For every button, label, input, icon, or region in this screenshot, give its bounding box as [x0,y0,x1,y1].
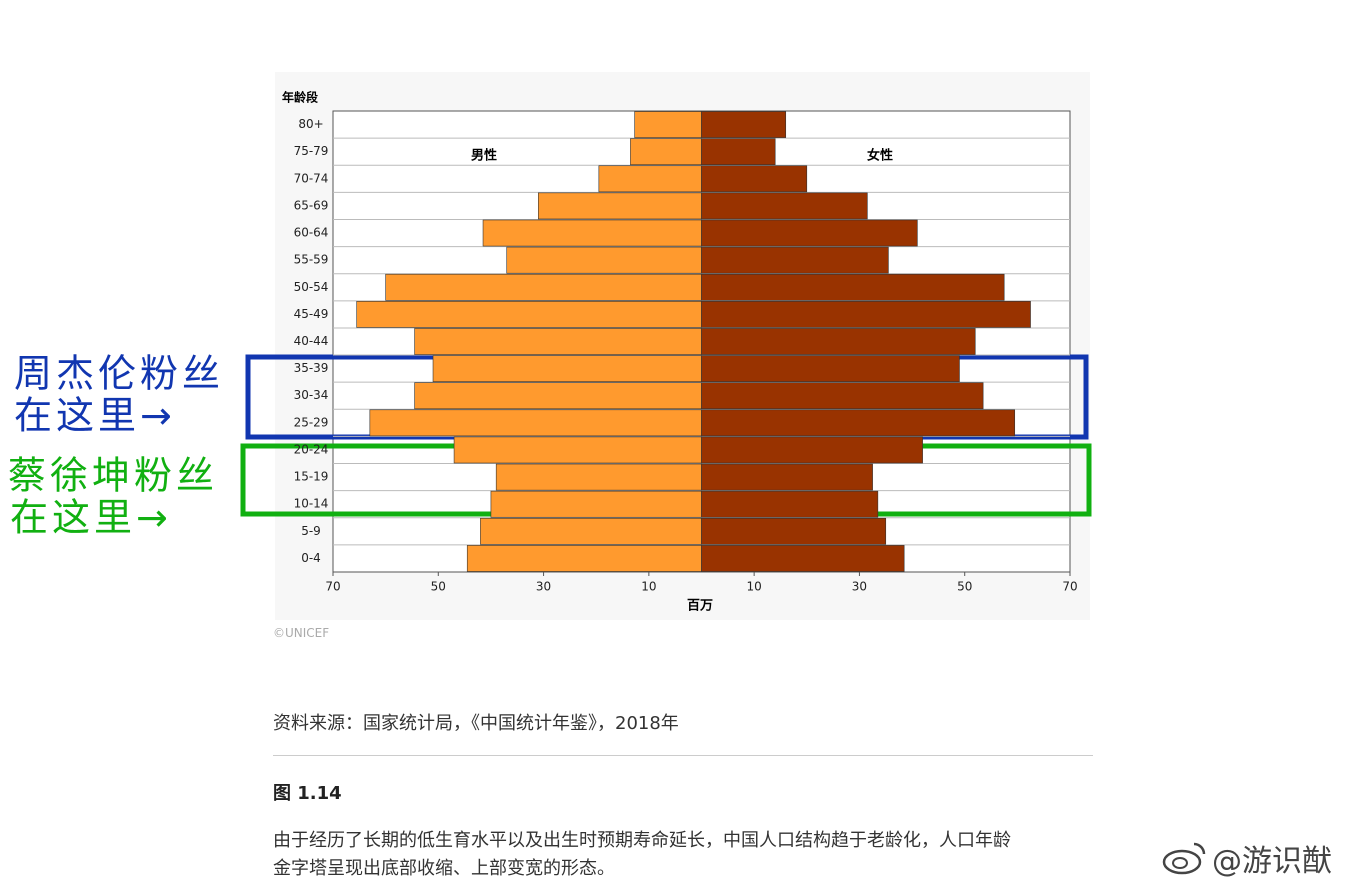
bar [701,219,918,247]
y-tick-label: 10-14 [294,497,329,511]
y-tick-label: 75-79 [294,144,329,158]
y-tick-label: 15-19 [294,470,329,484]
y-tick-label: 0-4 [301,551,321,565]
y-tick-label: 45-49 [294,307,329,321]
bar [701,273,1005,301]
bar [701,463,873,491]
bar [369,409,702,437]
bar [701,111,787,138]
y-tick-label: 40-44 [294,334,329,348]
series-label: 女性 [867,148,893,164]
y-tick-label: 35-39 [294,361,329,375]
divider [273,755,1093,756]
y-tick-label: 5-9 [301,524,321,538]
bar [634,111,702,138]
y-tick-label: 60-64 [294,226,329,240]
bar [495,463,702,491]
bar [701,382,984,410]
bar [701,355,960,382]
series-label: 男性 [471,148,497,164]
y-axis-title: 年龄段 [282,90,319,105]
x-tick-label: 30 [852,580,867,594]
figure-label: 图 1.14 [273,783,342,804]
x-tick-label: 50 [957,580,972,594]
bar [482,219,702,247]
y-tick-label: 55-59 [294,253,329,267]
bar [701,409,1016,437]
bar [701,138,776,166]
x-axis-title: 百万 [687,599,713,614]
bar [701,545,905,572]
bar [432,355,702,382]
source: 资料来源：国家统计局，《中国统计年鉴》，2018年 [273,713,679,734]
y-tick-label: 50-54 [294,280,329,294]
x-tick-label: 10 [747,580,762,594]
y-tick-label: 65-69 [294,198,329,212]
weibo-logo [1162,842,1206,875]
bar [490,490,702,518]
bar [701,517,887,545]
annotation: 在这里→ [10,496,172,540]
bar [466,545,702,572]
bar [701,246,889,274]
y-tick-label: 80+ [298,117,323,131]
bar [414,328,702,355]
x-tick-label: 70 [325,580,340,594]
annotation: 周杰伦粉丝 [14,352,224,396]
annotation: 蔡徐坤粉丝 [8,454,218,498]
bar [414,382,702,410]
bar [598,165,702,193]
x-tick-label: 50 [431,580,446,594]
bar [701,436,923,464]
y-tick-label: 20-24 [294,442,329,456]
y-tick-label: 70-74 [294,171,329,185]
bar [701,490,879,518]
y-tick-label: 30-34 [294,388,329,402]
credit: ©UNICEF [273,626,330,640]
y-tick-label: 25-29 [294,415,329,429]
bar [630,138,702,166]
bar [538,192,702,220]
bar [480,517,702,545]
bar [385,273,702,301]
x-tick-label: 30 [536,580,551,594]
bar [701,192,868,220]
x-tick-label: 10 [641,580,656,594]
bar [701,165,808,193]
watermark: @游识猷 [1212,844,1332,879]
bar [453,436,702,464]
bar [506,246,702,274]
annotation: 在这里→ [14,394,176,438]
bar [701,301,1031,328]
caption-line: 金字塔呈现出底部收缩、上部变宽的形态。 [273,858,615,879]
caption-line: 由于经历了长期的低生育水平以及出生时预期寿命延长，中国人口结构趋于老龄化，人口年… [273,830,1011,851]
x-tick-label: 70 [1062,580,1077,594]
bar [356,301,702,328]
bar [701,328,976,355]
